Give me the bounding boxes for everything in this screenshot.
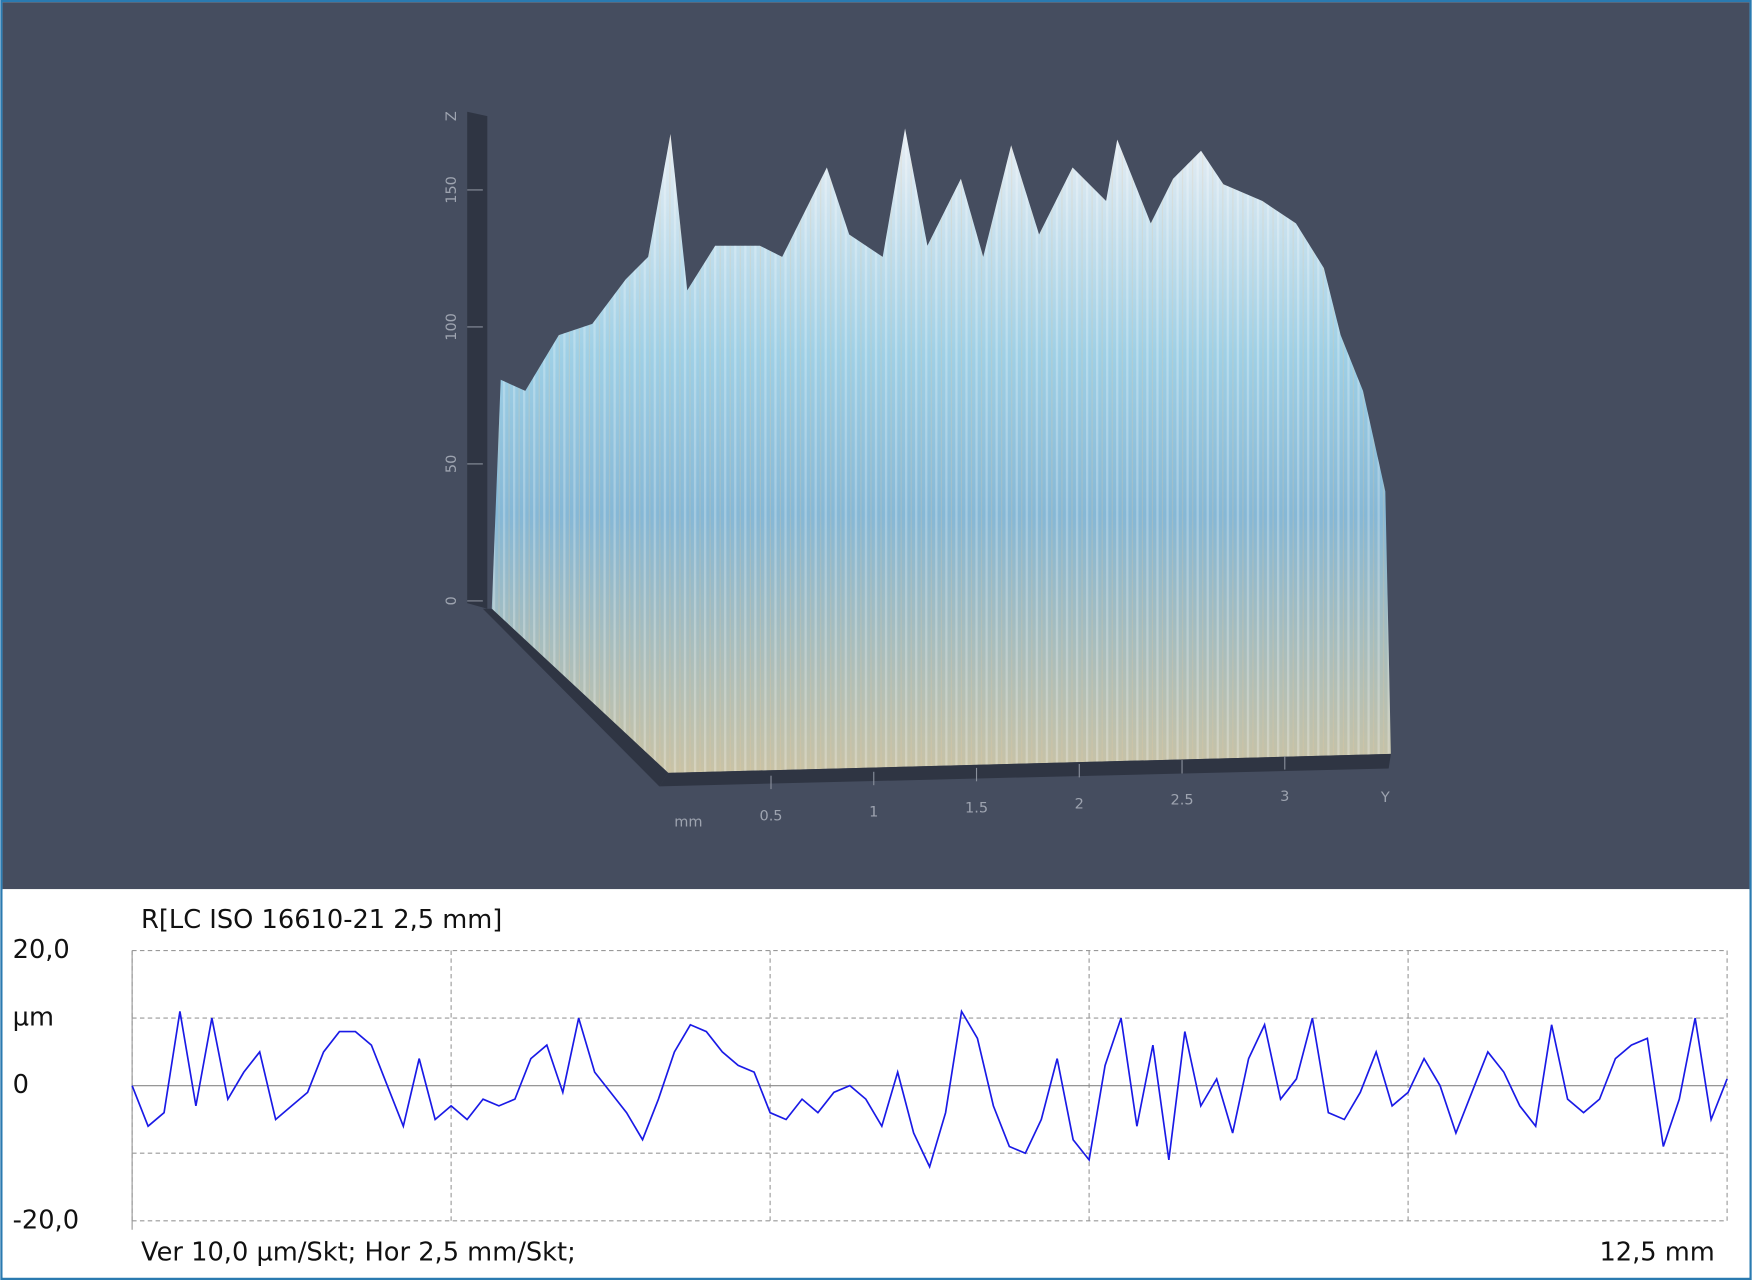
y-tick-label: µm	[13, 1003, 54, 1033]
profile-line	[131, 1008, 1728, 1170]
x-axis	[482, 608, 669, 787]
profile-scale: Ver 10,0 µm/Skt; Hor 2,5 mm/Skt;	[141, 1238, 576, 1268]
y-tick-label: 2.5	[1170, 793, 1193, 809]
y-axis-label: Y	[1380, 790, 1390, 806]
y-tick-label: 1	[869, 804, 878, 820]
surface-texture	[491, 128, 1391, 773]
y-axis	[659, 753, 1391, 787]
surface-plot: 0 50 100 150 Zmm 0.5 1 1.5 2 2.5 3 Y	[444, 111, 1391, 831]
profile-title: R[LC ISO 16610-21 2,5 mm]	[141, 905, 502, 935]
y-unit: mm	[674, 815, 702, 831]
y-tick-label: -20,0	[13, 1205, 79, 1235]
y-tick-label: 1.5	[965, 801, 988, 817]
z-tick-label: 50	[444, 455, 460, 473]
y-tick-label: 0.5	[759, 808, 782, 824]
y-tick-label: 3	[1280, 789, 1289, 805]
profile-length: 12,5 mm	[1599, 1238, 1714, 1268]
y-tick-label: 2	[1075, 797, 1084, 813]
z-tick-label: 100	[444, 313, 460, 341]
z-tick-label: 150	[444, 176, 460, 204]
y-tick-label: 20,0	[13, 935, 70, 965]
z-tick-label: 0	[444, 596, 460, 605]
profile-panel	[2, 890, 1750, 1277]
y-tick-label: 0	[13, 1070, 29, 1100]
z-axis-label: Z	[444, 111, 460, 121]
z-axis	[467, 111, 488, 609]
